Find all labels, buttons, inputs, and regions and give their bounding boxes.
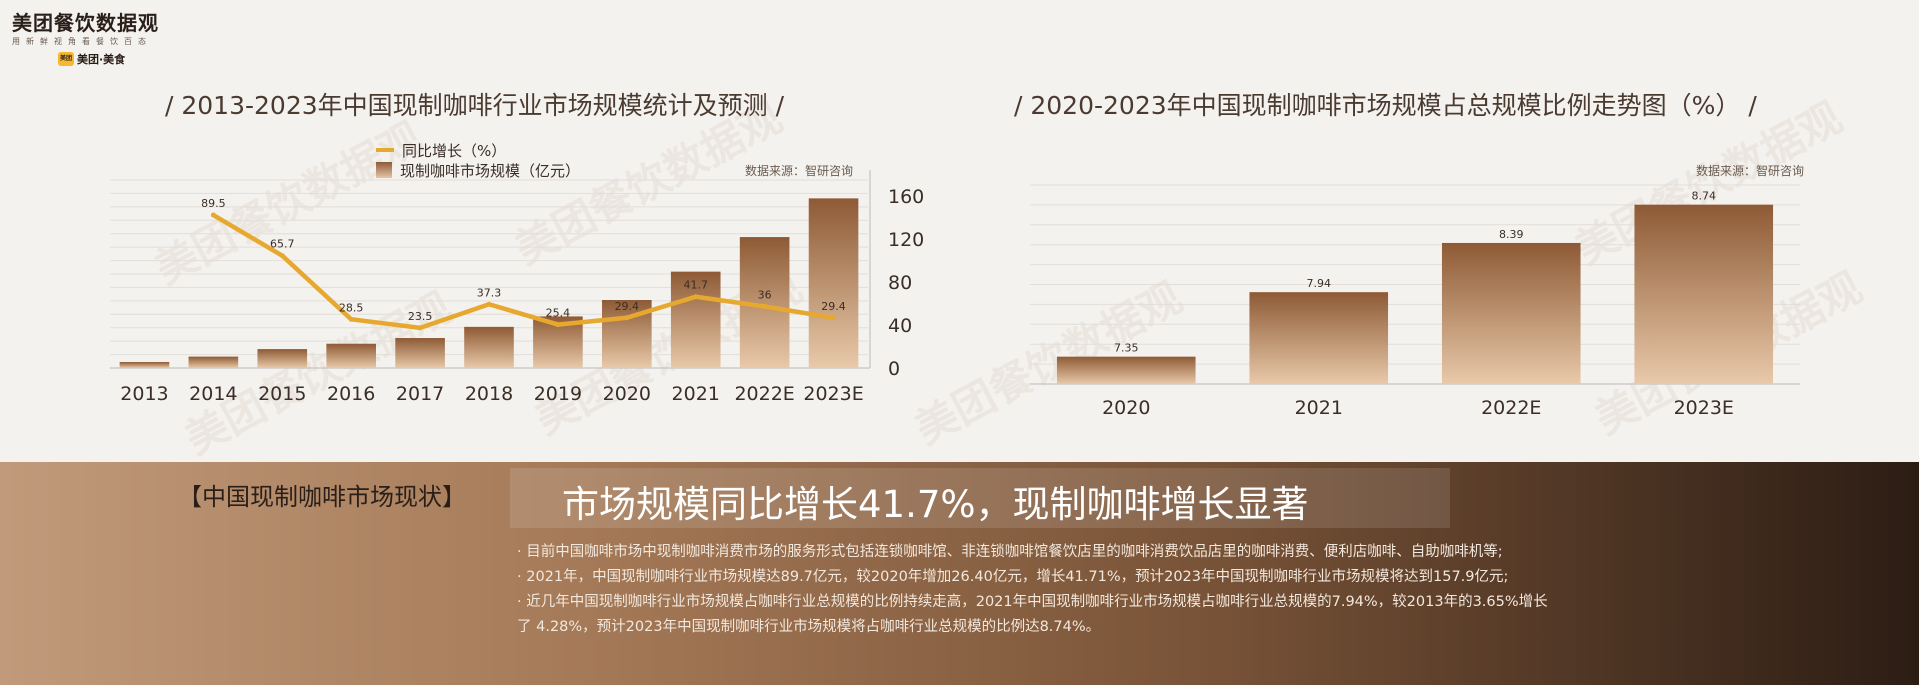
bar-market-size <box>119 361 170 368</box>
growth-data-label: 29.4 <box>821 300 846 313</box>
growth-data-label: 29.4 <box>615 300 640 313</box>
growth-data-label: 28.5 <box>339 301 364 314</box>
left-chart-legend: 同比增长（%） 现制咖啡市场规模（亿元） <box>376 140 580 180</box>
x-tick-label: 2018 <box>465 383 513 405</box>
growth-point <box>417 325 423 331</box>
summary-banner <box>0 462 1919 685</box>
left-data-source: 数据来源：智研咨询 <box>745 164 854 178</box>
x-tick-label: 2020 <box>603 383 651 405</box>
bar-market-size <box>808 198 859 368</box>
x-tick-label: 2023E <box>1674 397 1734 419</box>
bar-data-label: 8.74 <box>1692 190 1717 203</box>
bullet-list: · 目前中国咖啡市场中现制咖啡消费市场的服务形式包括连锁咖啡馆、非连锁咖啡馆餐饮… <box>517 540 1717 640</box>
growth-data-label: 25.4 <box>546 307 571 320</box>
headline-box <box>510 468 1450 528</box>
growth-line <box>212 213 834 331</box>
growth-point <box>210 212 216 218</box>
left-chart-title: / 2013-2023年中国现制咖啡行业市场规模统计及预测 / <box>165 91 785 120</box>
growth-data-label: 89.5 <box>201 197 226 210</box>
y-tick-label: 40 <box>888 315 912 337</box>
bar-market-size <box>326 343 376 368</box>
x-tick-label: 2015 <box>258 383 306 405</box>
growth-point <box>555 322 561 328</box>
bar-market-size <box>464 326 514 368</box>
x-tick-label: 2021 <box>672 383 720 405</box>
right-bar-chart: 7.35 2020 7.94 2021 8.39 2022E 8.74 2023E <box>1030 184 1800 419</box>
left-combo-chart: 2013 2014 2015 2016 2017 2018 2019 2020 2021 2022… <box>110 170 924 405</box>
y-tick-label: 160 <box>888 186 924 208</box>
growth-data-label: 37.3 <box>477 286 502 299</box>
charts-canvas: 2013 2014 2015 2016 2017 2018 2019 2020 2021 2022… <box>110 170 1800 419</box>
legend-item-growth: 同比增长（%） <box>376 140 580 160</box>
bar-data-label: 8.39 <box>1499 228 1524 241</box>
bullet-item: 了 4.28%，预计2023年中国现制咖啡行业市场规模将占咖啡行业总规模的比例达… <box>517 619 1101 635</box>
bullet-item: · 2021年，中国现制咖啡行业市场规模达89.7亿元，较2020年增加26.4… <box>517 569 1509 585</box>
bar-share <box>1249 292 1389 384</box>
bar-data-label: 7.35 <box>1114 342 1139 355</box>
logo-brand-text: 美团·美食 <box>77 53 126 66</box>
bar-share <box>1441 242 1581 384</box>
x-tick-label: 2014 <box>189 383 237 405</box>
growth-data-label: 41.7 <box>683 279 708 292</box>
bar-market-size <box>670 271 721 368</box>
x-tick-label: 2021 <box>1295 397 1343 419</box>
x-tick-label: 2023E <box>803 383 863 405</box>
growth-data-label: 23.5 <box>408 310 433 323</box>
legend-item-market-size: 现制咖啡市场规模（亿元） <box>376 160 580 180</box>
x-tick-label: 2013 <box>120 383 168 405</box>
growth-point <box>279 253 285 259</box>
x-tick-label: 2022E <box>1481 397 1541 419</box>
growth-point <box>486 301 492 307</box>
logo-brand: 美团 美团·美食 <box>58 51 202 67</box>
brand-logo: 美团餐饮数据观 用新鲜视角看餐饮百态 美团 美团·美食 <box>12 10 202 67</box>
growth-data-label: 65.7 <box>270 238 295 251</box>
bar-share <box>1634 204 1774 384</box>
growth-point <box>348 316 354 322</box>
legend-bar-swatch <box>376 162 392 178</box>
bar-market-size <box>395 338 445 368</box>
growth-data-label: 36 <box>758 288 772 301</box>
logo-title: 美团餐饮数据观 <box>12 11 159 35</box>
bullet-item: · 近几年中国现制咖啡行业市场规模占咖啡行业总规模的比例持续走高，2021年中国… <box>517 594 1548 610</box>
bar-market-size <box>257 349 308 368</box>
legend-line-swatch <box>376 148 394 152</box>
growth-point <box>762 303 768 309</box>
x-tick-label: 2020 <box>1102 397 1150 419</box>
x-tick-label: 2019 <box>534 383 582 405</box>
growth-point <box>831 315 837 321</box>
x-tick-label: 2017 <box>396 383 444 405</box>
legend-label-market-size: 现制咖啡市场规模（亿元） <box>400 161 581 180</box>
right-data-source: 数据来源：智研咨询 <box>1696 164 1805 178</box>
meituan-badge-icon: 美团 <box>58 52 74 66</box>
right-chart-title: / 2020-2023年中国现制咖啡市场规模占总规模比例走势图（%） / <box>1014 91 1757 120</box>
bar-share <box>1056 356 1196 384</box>
section-label: 【中国现制咖啡市场现状】 <box>178 483 466 511</box>
x-tick-label: 2022E <box>734 383 794 405</box>
bar-data-label: 7.94 <box>1307 277 1332 290</box>
logo-slogan: 用新鲜视角看餐饮百态 <box>12 37 152 46</box>
growth-point <box>693 294 699 300</box>
y-tick-label: 120 <box>888 229 924 251</box>
y-tick-label: 0 <box>888 358 900 380</box>
bullet-item: · 目前中国咖啡市场中现制咖啡消费市场的服务形式包括连锁咖啡馆、非连锁咖啡馆餐饮… <box>517 544 1503 560</box>
x-tick-label: 2016 <box>327 383 375 405</box>
headline: 市场规模同比增长41.7%，现制咖啡增长显著 <box>562 483 1309 526</box>
growth-point <box>624 315 630 321</box>
bar-market-size <box>188 356 239 368</box>
y-tick-label: 80 <box>888 272 912 294</box>
legend-label-growth: 同比增长（%） <box>402 141 507 160</box>
